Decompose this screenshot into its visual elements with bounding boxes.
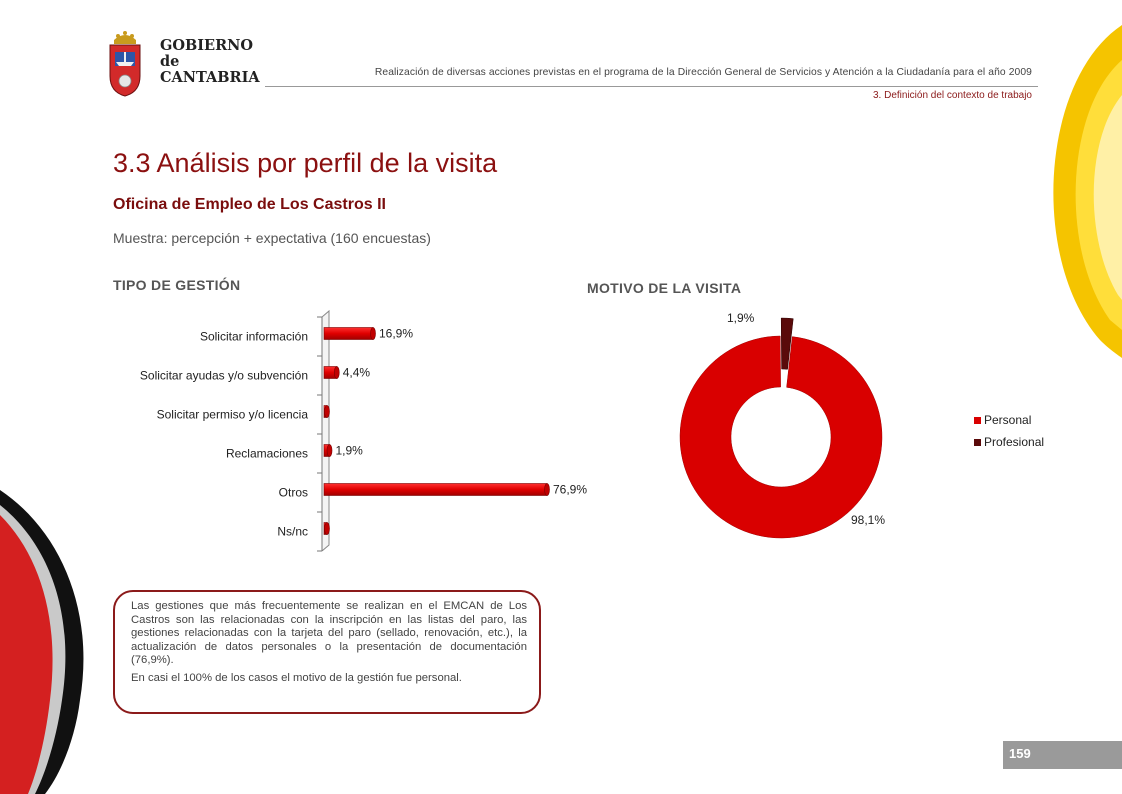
bar-category-label: Solicitar ayudas y/o subvención xyxy=(140,369,308,383)
logo-line-2: de xyxy=(160,53,180,70)
bar xyxy=(323,483,548,496)
bar-value-label: 76,9% xyxy=(553,483,587,497)
yellow-swirl-highlight xyxy=(1093,95,1122,300)
sample-description: Muestra: percepción + expectativa (160 e… xyxy=(113,230,431,246)
header-section-label: 3. Definición del contexto de trabajo xyxy=(873,90,1032,101)
coat-of-arms-icon xyxy=(109,31,141,97)
bar-chart: Solicitar información 16,9% Solicitar ayud… xyxy=(140,309,587,552)
bar-category-label: Reclamaciones xyxy=(226,447,308,461)
bar-value-label: 16,9% xyxy=(379,327,413,341)
bar-category-label: Solicitar información xyxy=(200,330,308,344)
doughnut-slice-personal xyxy=(679,335,883,539)
bar-cap xyxy=(324,522,330,535)
logo-line-3: CANTABRIA xyxy=(160,69,260,86)
pie-chart-title: MOTIVO DE LA VISITA xyxy=(587,280,742,296)
red-arc xyxy=(0,515,53,794)
legend-label: Profesional xyxy=(984,435,1044,449)
note-paragraph-1: Las gestiones que más frecuentemente se … xyxy=(131,600,527,667)
bar-cap xyxy=(544,483,550,496)
doughnut-value-label-profesional: 1,9% xyxy=(727,311,755,325)
page-number: 159 xyxy=(1009,746,1031,761)
bar-value-label: 4,4% xyxy=(343,366,371,380)
bar-cap xyxy=(370,327,376,340)
bar-cap xyxy=(326,444,333,457)
doughnut-slice-profesional xyxy=(780,317,794,370)
page-title: 3.3 Análisis por perfil de la visita xyxy=(113,148,498,178)
header-description: Realización de diversas acciones previst… xyxy=(374,67,1032,78)
page-number-bar: 159 xyxy=(1003,741,1122,769)
government-logo-text: GOBIERNO de CANTABRIA xyxy=(160,38,260,86)
bar xyxy=(323,327,374,340)
note-paragraph-2: En casi el 100% de los casos el motivo d… xyxy=(131,671,462,684)
legend-swatch xyxy=(974,439,981,446)
header-divider xyxy=(265,86,1038,87)
bar-category-label: Otros xyxy=(279,486,308,500)
bar-category-label: Ns/nc xyxy=(277,525,308,539)
bar-chart-title: TIPO DE GESTIÓN xyxy=(113,277,241,293)
bar-cap xyxy=(324,405,330,418)
bar-value-label: 1,9% xyxy=(336,444,364,458)
doughnut-value-label-personal: 98,1% xyxy=(851,513,885,527)
page-subtitle: Oficina de Empleo de Los Castros II xyxy=(113,196,386,213)
logo-line-1: GOBIERNO xyxy=(160,37,254,54)
bar-cap xyxy=(333,366,340,379)
legend-label: Personal xyxy=(984,413,1031,427)
legend-swatch xyxy=(974,417,981,424)
bar-axis-wall xyxy=(321,309,330,552)
summary-note: Las gestiones que más frecuentemente se … xyxy=(113,590,541,714)
bar-category-label: Solicitar permiso y/o licencia xyxy=(157,408,309,422)
doughnut-chart: 98,1% 1,9% Personal Profesional xyxy=(679,311,1044,539)
